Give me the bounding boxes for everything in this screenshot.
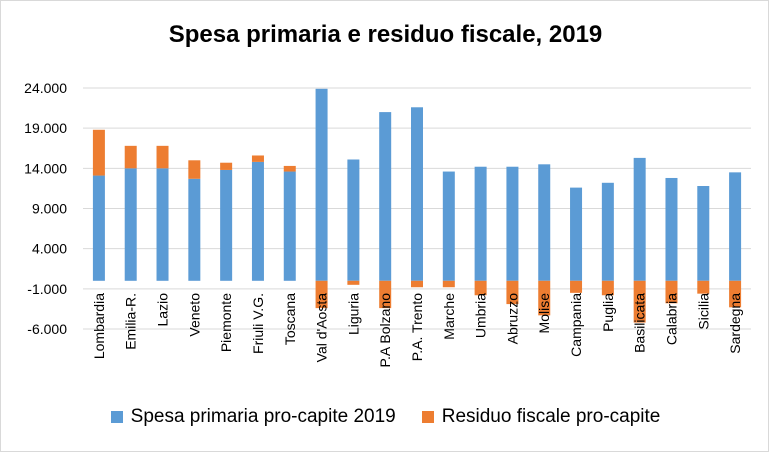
x-tick-label: Lazio: [155, 293, 171, 327]
legend-item-spesa: Spesa primaria pro-capite 2019: [110, 406, 396, 428]
bar-spesa-18: [665, 177, 678, 281]
bar-spesa-6: [283, 171, 296, 281]
bar-spesa-16: [601, 182, 614, 281]
x-tick-label: Molise: [536, 293, 552, 334]
x-tick-label: Calabria: [663, 293, 679, 345]
bar-residuo-17: [633, 280, 646, 323]
y-tick-label: 24.000: [24, 80, 67, 96]
x-tick-label: Emilia-R.: [123, 293, 139, 350]
bar-spesa-3: [188, 178, 201, 281]
bar-residuo-1: [124, 145, 137, 169]
bar-residuo-2: [156, 145, 169, 169]
x-tick-label: Puglia: [600, 293, 616, 332]
bar-residuo-18: [665, 280, 678, 304]
bar-residuo-19: [697, 280, 710, 294]
y-tick-label: -6.000: [27, 321, 67, 337]
x-tick-label: Toscana: [282, 293, 298, 345]
bar-residuo-15: [570, 280, 583, 293]
x-tick-label: P.A Bolzano: [377, 293, 393, 368]
legend-label-spesa: Spesa primaria pro-capite 2019: [130, 406, 396, 427]
bar-spesa-14: [538, 164, 551, 281]
bar-spesa-8: [347, 159, 360, 281]
x-tick-label: Sicilia: [695, 293, 711, 330]
legend-label-residuo: Residuo fiscale pro-capite: [441, 406, 661, 427]
chart-title: Spesa primaria e residuo fiscale, 2019: [168, 21, 603, 48]
x-tick-label: Abruzzo: [504, 293, 520, 345]
bar-spesa-7: [315, 88, 328, 281]
bar-spesa-10: [411, 107, 423, 281]
x-tick-label: Lombardia: [91, 293, 107, 359]
axes: -6.000 -1.000 4.000 9.000 14.000 19.000 24.000…: [24, 80, 743, 367]
x-tick-label: Val d'Aosta: [314, 293, 330, 363]
bar-residuo-7: [315, 280, 328, 309]
bar-spesa-19: [697, 186, 710, 281]
bar-residuo-13: [506, 280, 519, 305]
bar-spesa-0: [92, 175, 105, 281]
x-tick-label: Marche: [441, 293, 457, 340]
legend-swatch-residuo: [421, 411, 434, 423]
y-tick-label: 4.000: [32, 241, 67, 257]
x-tick-label: Liguria: [345, 293, 361, 335]
bar-spesa-13: [506, 166, 519, 281]
y-tick-label: 19.000: [24, 120, 67, 136]
bar-residuo-5: [251, 155, 264, 162]
bar-spesa-2: [156, 168, 169, 281]
bar-residuo-3: [188, 160, 201, 179]
bar-spesa-1: [124, 168, 137, 281]
x-tick-label: P.A. Trento: [409, 293, 425, 361]
bar-spesa-5: [251, 161, 264, 281]
legend: Spesa primaria pro-capite 2019 Residuo f…: [1, 406, 769, 428]
x-tick-label: Basilicata: [632, 293, 648, 353]
bar-spesa-15: [570, 187, 583, 281]
bar-spesa-4: [220, 169, 233, 281]
bar-residuo-12: [474, 280, 487, 296]
x-tick-label: Piemonte: [218, 293, 234, 352]
legend-item-residuo: Residuo fiscale pro-capite: [421, 406, 661, 428]
bar-residuo-8: [347, 280, 360, 285]
bars: [92, 88, 742, 323]
bar-spesa-11: [442, 171, 455, 281]
x-tick-label: Campania: [568, 293, 584, 357]
x-tick-label: Umbria: [473, 293, 489, 338]
bar-spesa-9: [379, 112, 392, 281]
bar-residuo-4: [220, 162, 233, 170]
bar-residuo-9: [379, 280, 392, 309]
bar-residuo-10: [411, 280, 423, 288]
bar-residuo-6: [283, 165, 296, 172]
y-tick-label: -1.000: [27, 281, 67, 297]
bar-residuo-16: [601, 280, 614, 296]
y-tick-label: 9.000: [32, 201, 67, 217]
bar-residuo-0: [92, 129, 105, 176]
x-tick-label: Sardegna: [727, 293, 743, 354]
y-tick-label: 14.000: [24, 160, 67, 176]
bar-spesa-12: [474, 166, 487, 281]
bar-residuo-14: [538, 280, 551, 316]
bar-residuo-20: [729, 280, 742, 308]
bar-spesa-17: [633, 157, 646, 281]
bar-residuo-11: [442, 280, 455, 288]
x-tick-label: Veneto: [186, 293, 202, 337]
x-tick-label: Friuli V.G.: [250, 293, 266, 354]
bar-spesa-20: [729, 172, 742, 281]
legend-swatch-spesa: [110, 411, 123, 423]
